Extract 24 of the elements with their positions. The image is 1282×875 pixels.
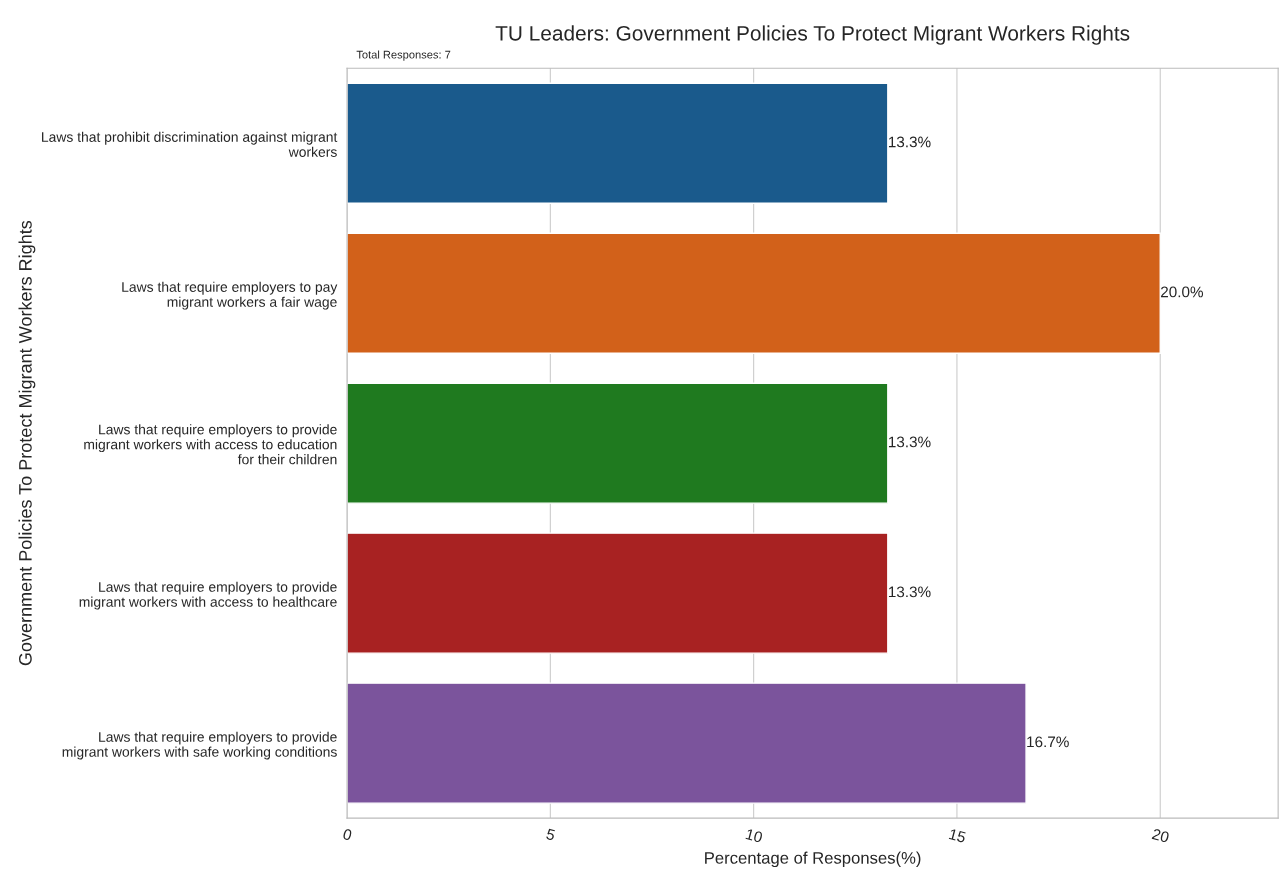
bar — [347, 682, 1027, 804]
text: Total Responses: 7 — [356, 50, 451, 61]
y-tick-label: Laws that require employers to pay migrant workers a fair wage — [122, 281, 338, 310]
data-label: 13.3% — [888, 436, 931, 448]
x-tick-label: 5 — [545, 828, 556, 841]
y-axis-title: Government Policies To Protect Migrant Workers Rights — [18, 220, 36, 666]
data-label: 20.0% — [1161, 286, 1204, 298]
x-axis-title: Percentage of Responses(%) — [705, 851, 921, 868]
data-label: 13.3% — [888, 136, 931, 148]
x-tick-label: 20 — [1151, 828, 1170, 843]
bar — [347, 382, 889, 504]
data-label: 16.7% — [1027, 736, 1069, 748]
y-tick-label: Laws that require employers to provide migrant workers with access to education for their children — [84, 424, 337, 465]
x-tick-label: 15 — [948, 828, 967, 843]
bar — [347, 232, 1161, 354]
y-tick-label: Laws that require employers to provide migrant workers with access to healthcare — [79, 581, 337, 610]
data-label: 13.3% — [888, 586, 931, 598]
chart-title: TU Leaders: Government Policies To Protect Migrant Workers Rights — [495, 25, 1130, 45]
bar — [347, 82, 889, 204]
x-tick-label: 10 — [745, 828, 764, 843]
y-tick-label: Laws that prohibit discrimination against migrant workers — [42, 131, 338, 157]
bar — [347, 532, 889, 654]
x-tick-label: 0 — [342, 828, 353, 841]
y-tick-label: Laws that require employers to provide migrant workers with safe working conditions — [62, 731, 337, 760]
